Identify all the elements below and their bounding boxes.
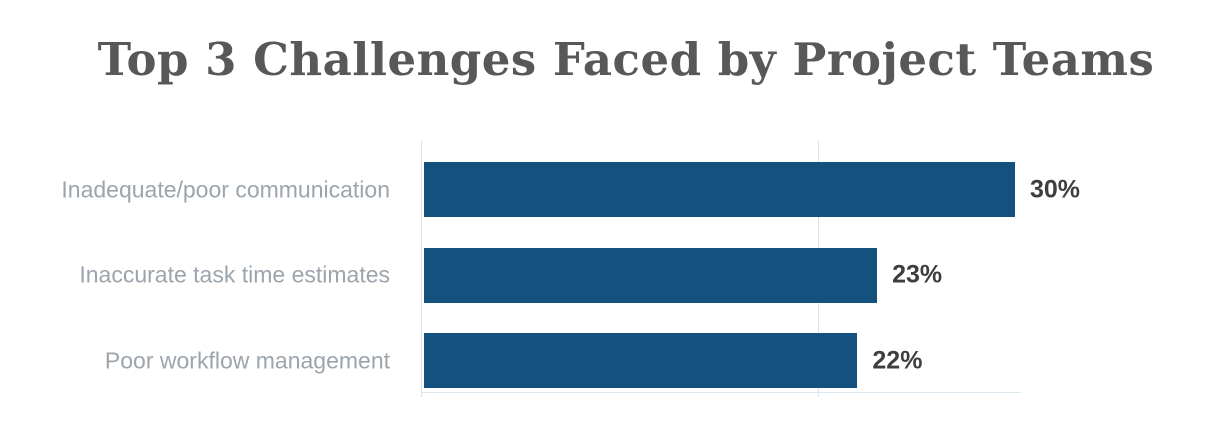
plot-area: Inadequate/poor communication 30% Inaccura… xyxy=(0,140,1206,397)
bar xyxy=(424,162,1015,217)
bar-row: Inadequate/poor communication 30% xyxy=(0,162,1206,217)
value-label: 22% xyxy=(872,346,923,374)
chart-title: Top 3 Challenges Faced by Project Teams xyxy=(97,33,1155,86)
value-label: 23% xyxy=(892,260,943,289)
category-label: Inaccurate task time estimates xyxy=(79,261,390,288)
gridline-zero xyxy=(421,140,422,397)
category-label: Inadequate/poor communication xyxy=(61,176,390,202)
value-label: 30% xyxy=(1030,175,1081,203)
bar-row: Inaccurate task time estimates 23% xyxy=(0,247,1206,303)
axis-baseline xyxy=(421,392,1021,393)
category-label: Poor workflow management xyxy=(104,347,390,373)
bar xyxy=(424,333,857,388)
bar xyxy=(424,247,877,303)
bar-row: Poor workflow management 22% xyxy=(0,333,1206,388)
